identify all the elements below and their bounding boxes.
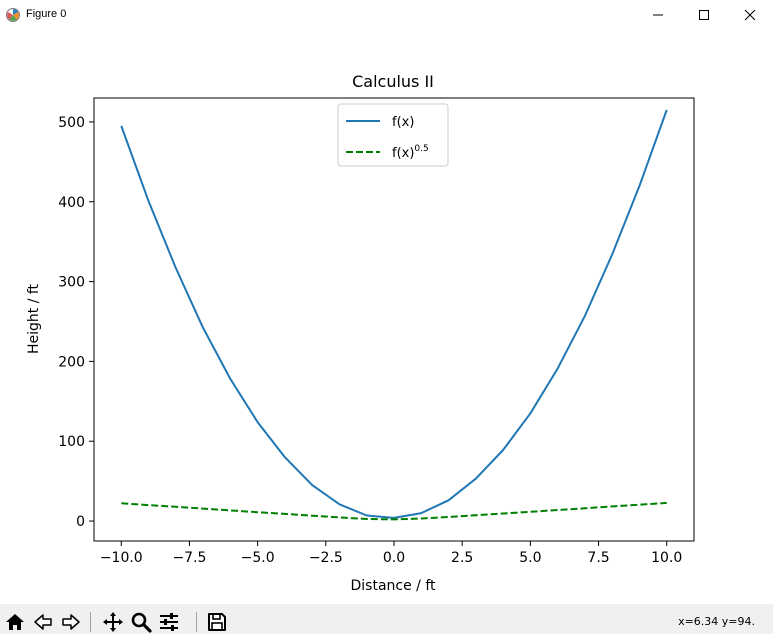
chart-title: Calculus II: [352, 72, 434, 91]
minimize-icon: [653, 14, 663, 16]
line-chart: Calculus II −10.0 −7.5 −5.0 −2.5 0.0 2.5 5.0 7.…: [26, 72, 695, 594]
legend-box: [337, 103, 449, 167]
x-tick-label: 0.0: [383, 550, 405, 566]
toolbar-separator: [90, 612, 91, 632]
floppy-disk-icon: [208, 613, 226, 631]
y-axis-ticks: 0 100 200 300 400 500: [58, 115, 94, 530]
maximize-icon: [699, 10, 709, 20]
sliders-icon: [160, 613, 178, 631]
y-tick-label: 400: [58, 195, 85, 211]
x-tick-label: −7.5: [172, 550, 206, 566]
home-button[interactable]: [4, 611, 26, 633]
series-layer: [120, 109, 668, 521]
minimize-button[interactable]: [635, 0, 681, 30]
series-line-fx: [120, 109, 668, 519]
y-axis-label: Height / ft: [26, 283, 42, 354]
y-tick-label: 200: [58, 354, 85, 370]
y-tick-label: 100: [58, 434, 85, 450]
x-tick-label: 5.0: [519, 550, 541, 566]
maximize-button[interactable]: [681, 0, 727, 30]
pan-button[interactable]: [102, 611, 124, 633]
window-title: Figure 0: [26, 8, 67, 20]
home-icon: [6, 614, 24, 630]
matplotlib-app-icon: [5, 7, 21, 23]
magnifier-icon: [131, 612, 152, 633]
y-tick-label: 300: [58, 275, 85, 291]
zoom-button[interactable]: [130, 611, 152, 633]
legend: f(x) f(x)0.5: [337, 103, 449, 167]
figure-canvas[interactable]: Calculus II −10.0 −7.5 −5.0 −2.5 0.0 2.5 5.0 7.…: [0, 30, 773, 604]
arrow-right-icon: [62, 614, 80, 630]
legend-label-fx-sqrt-base: f(x): [392, 146, 414, 161]
x-tick-label: −10.0: [100, 550, 143, 566]
legend-label-fx-sqrt: f(x)0.5: [392, 144, 429, 161]
cursor-coordinates: x=6.34 y=94.: [678, 615, 755, 628]
plot-area: [93, 97, 695, 542]
navigation-toolbar: x=6.34 y=94.: [0, 604, 773, 634]
x-axis-label: Distance / ft: [350, 578, 436, 594]
y-tick-label: 0: [76, 514, 85, 530]
move-arrows-icon: [103, 612, 123, 632]
back-button[interactable]: [32, 611, 54, 633]
series-line-fx-sqrt: [121, 501, 667, 521]
x-tick-label: −5.0: [241, 550, 275, 566]
forward-button[interactable]: [60, 611, 82, 633]
close-icon: [744, 9, 756, 21]
save-button[interactable]: [206, 611, 228, 633]
x-tick-label: 2.5: [451, 550, 473, 566]
configure-subplots-button[interactable]: [158, 611, 180, 633]
x-axis-ticks: −10.0 −7.5 −5.0 −2.5 0.0 2.5 5.0 7.5 10.0: [100, 541, 682, 566]
x-tick-label: −2.5: [309, 550, 343, 566]
legend-label-fx-sqrt-exponent: 0.5: [414, 144, 428, 154]
window-titlebar: Figure 0: [0, 0, 773, 30]
x-tick-label: 10.0: [651, 550, 682, 566]
toolbar-separator: [196, 612, 197, 632]
close-button[interactable]: [727, 0, 773, 30]
y-tick-label: 500: [58, 115, 85, 131]
arrow-left-icon: [34, 614, 52, 630]
legend-label-fx: f(x): [392, 115, 414, 130]
x-tick-label: 7.5: [587, 550, 609, 566]
